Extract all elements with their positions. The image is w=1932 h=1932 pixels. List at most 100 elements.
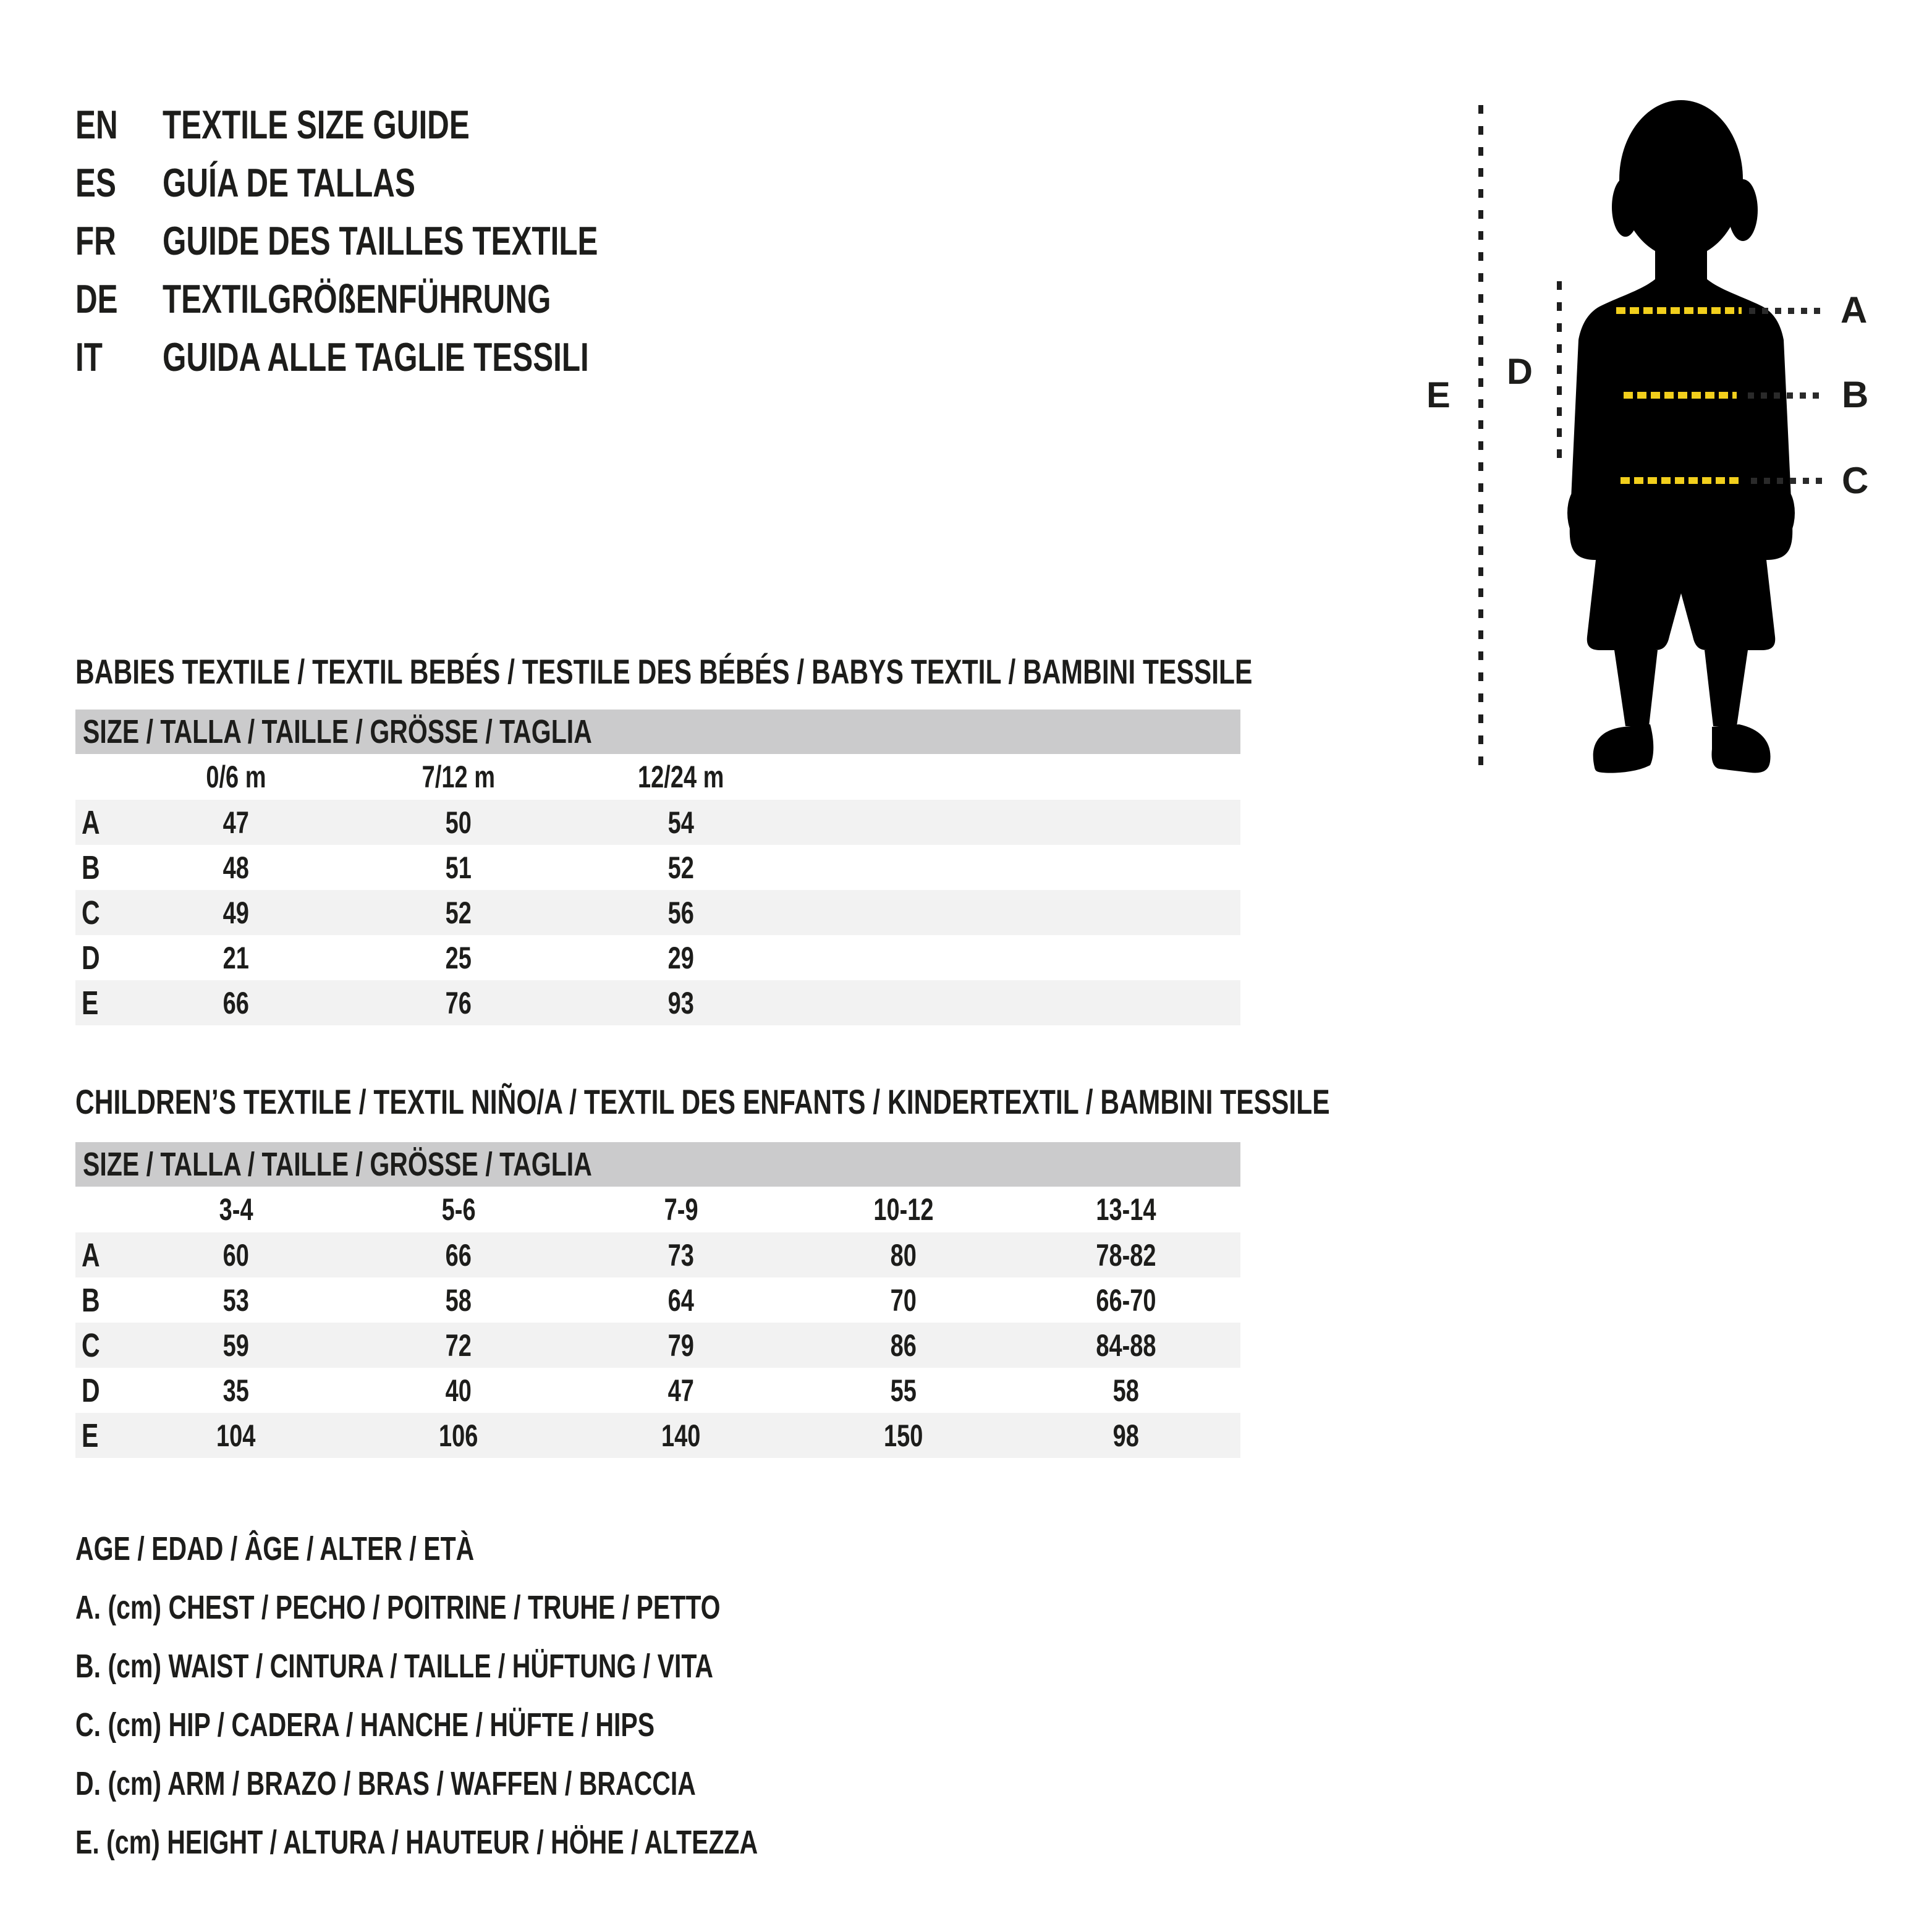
measure-label-c: C [1842,460,1869,501]
row-label: A [82,1236,100,1274]
size-cell: 150 [884,1418,923,1453]
legend-line-hip: C. (cm) HIP / CADERA / HANCHE / HÜFTE / … [75,1706,655,1743]
children-size-header-bar: SIZE / TALLA / TAILLE / GRÖSSE / TAGLIA [75,1142,1240,1187]
children-column-header-row: 3-4 5-6 7-9 10-12 13-14 [75,1187,1240,1232]
language-code: DE [75,276,118,321]
size-cell: 52 [445,895,472,930]
column-header: 10-12 [873,1192,934,1227]
column-header: 12/24 m [638,760,724,794]
size-cell: 55 [890,1373,917,1408]
row-label: D [82,939,100,977]
size-cell: 50 [445,805,472,840]
column-header: 5-6 [441,1192,476,1227]
size-cell: 51 [445,850,472,885]
row-label: B [82,1281,100,1319]
size-cell: 53 [222,1282,250,1318]
babies-column-header-row: 0/6 m 7/12 m 12/24 m [75,754,1240,800]
table-row: E 66 76 93 [75,980,1240,1025]
size-cell: 47 [667,1373,695,1408]
size-cell: 52 [667,850,695,885]
size-cell: 98 [1112,1418,1140,1453]
row-label: D [82,1371,100,1409]
size-cell: 64 [667,1282,695,1318]
column-header: 7/12 m [422,760,496,794]
table-row: C 49 52 56 [75,890,1240,935]
size-cell: 84-88 [1096,1328,1156,1363]
size-header-label: SIZE / TALLA / TAILLE / GRÖSSE / TAGLIA [83,1146,592,1183]
child-silhouette [1567,100,1795,773]
column-header: 3-4 [219,1192,253,1227]
size-cell: 29 [667,940,695,975]
chest-measure-line-a [1616,307,1742,314]
size-cell: 72 [445,1328,472,1363]
row-label: C [82,1326,100,1364]
column-header: 0/6 m [206,760,266,794]
table-row: B 53 58 64 70 66-70 [75,1277,1240,1323]
column-header: 13-14 [1096,1192,1156,1227]
chest-leader-line-a [1749,308,1823,314]
size-cell: 58 [445,1282,472,1318]
size-cell: 70 [890,1282,917,1318]
size-cell: 59 [222,1328,250,1363]
measure-label-a: A [1841,289,1868,331]
size-cell: 78-82 [1096,1237,1156,1273]
children-section-title: CHILDREN’S TEXTILE / TEXTIL NIÑO/A / TEX… [75,1082,1330,1121]
size-cell: 106 [439,1418,478,1453]
size-cell: 79 [667,1328,695,1363]
language-row: EN TEXTILE SIZE GUIDE [75,95,735,153]
size-cell: 73 [667,1237,695,1273]
size-cell: 40 [445,1373,472,1408]
children-size-table: SIZE / TALLA / TAILLE / GRÖSSE / TAGLIA … [75,1142,1240,1458]
size-cell: 21 [222,940,250,975]
table-row: B 48 51 52 [75,845,1240,890]
size-cell: 35 [222,1373,250,1408]
language-title-block: EN TEXTILE SIZE GUIDE ES GUÍA DE TALLAS … [75,95,735,386]
size-cell: 104 [216,1418,256,1453]
babies-size-table: SIZE / TALLA / TAILLE / GRÖSSE / TAGLIA … [75,710,1240,1025]
babies-size-header-bar: SIZE / TALLA / TAILLE / GRÖSSE / TAGLIA [75,710,1240,754]
language-title: GUIDA ALLE TAGLIE TESSILI [163,334,589,379]
row-label: E [82,984,99,1022]
language-row: FR GUIDE DES TAILLES TEXTILE [75,211,735,269]
size-cell: 47 [222,805,250,840]
language-code: EN [75,101,118,147]
table-row: A 60 66 73 80 78-82 [75,1232,1240,1277]
language-row: ES GUÍA DE TALLAS [75,153,735,211]
language-title: TEXTILGRÖßENFÜHRUNG [163,276,551,321]
measurement-figure: A B C D E [1409,87,1932,803]
babies-section-title: BABIES TEXTILE / TEXTIL BEBÉS / TESTILE … [75,652,1253,691]
table-row: D 35 40 47 55 58 [75,1368,1240,1413]
size-cell: 49 [222,895,250,930]
legend-line-arm: D. (cm) ARM / BRAZO / BRAS / WAFFEN / BR… [75,1765,696,1802]
size-cell: 48 [222,850,250,885]
legend-line-height: E. (cm) HEIGHT / ALTURA / HAUTEUR / HÖHE… [75,1823,758,1861]
language-code: ES [75,159,116,205]
language-code: FR [75,218,116,263]
row-label: A [82,803,100,841]
row-label: C [82,894,100,931]
waist-leader-line-b [1748,392,1821,399]
size-cell: 93 [667,985,695,1020]
table-row: D 21 25 29 [75,935,1240,980]
row-label: B [82,849,100,886]
measure-label-d: D [1507,352,1533,392]
language-title: GUIDE DES TAILLES TEXTILE [163,218,598,263]
size-cell: 54 [667,805,695,840]
language-row: DE TEXTILGRÖßENFÜHRUNG [75,269,735,328]
language-title: TEXTILE SIZE GUIDE [163,101,470,147]
legend-line-chest: A. (cm) CHEST / PECHO / POITRINE / TRUHE… [75,1588,721,1626]
language-row: IT GUIDA ALLE TAGLIE TESSILI [75,328,735,386]
legend-line-age: AGE / EDAD / ÂGE / ALTER / ETÀ [75,1530,475,1567]
size-cell: 56 [667,895,695,930]
size-cell: 66-70 [1096,1282,1156,1318]
measure-label-e: E [1426,375,1451,415]
table-row: C 59 72 79 86 84-88 [75,1323,1240,1368]
size-cell: 140 [661,1418,701,1453]
size-cell: 66 [445,1237,472,1273]
size-cell: 66 [222,985,250,1020]
table-row: E 104 106 140 150 98 [75,1413,1240,1458]
language-code: IT [75,334,103,379]
size-cell: 86 [890,1328,917,1363]
size-cell: 25 [445,940,472,975]
